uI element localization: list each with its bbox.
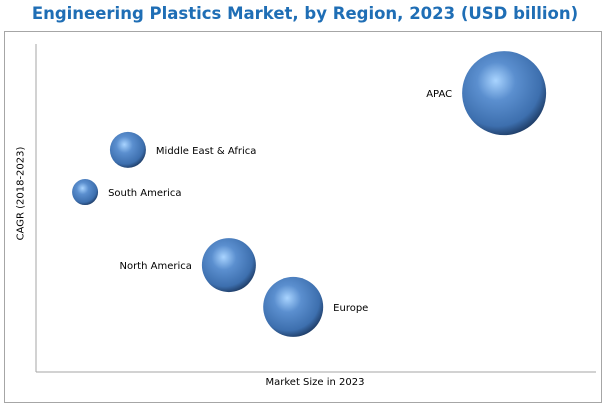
bubble-label: South America <box>108 188 181 199</box>
bubble-label: North America <box>119 261 191 272</box>
chart-title: Engineering Plastics Market, by Region, … <box>31 4 579 23</box>
y-axis-label: CAGR (2018-2023) <box>15 146 27 241</box>
chart-frame <box>4 31 602 403</box>
bubble-middle-east-africa <box>109 131 146 168</box>
bubble-apac <box>462 51 547 136</box>
bubble-north-america <box>201 238 256 293</box>
bubble-south-america <box>72 179 99 206</box>
bubble-europe <box>263 276 324 337</box>
x-axis-label: Market Size in 2023 <box>265 377 365 388</box>
bubble-label: APAC <box>426 89 452 100</box>
bubble-label: Middle East & Africa <box>156 146 256 157</box>
bubble-label: Europe <box>333 303 368 314</box>
